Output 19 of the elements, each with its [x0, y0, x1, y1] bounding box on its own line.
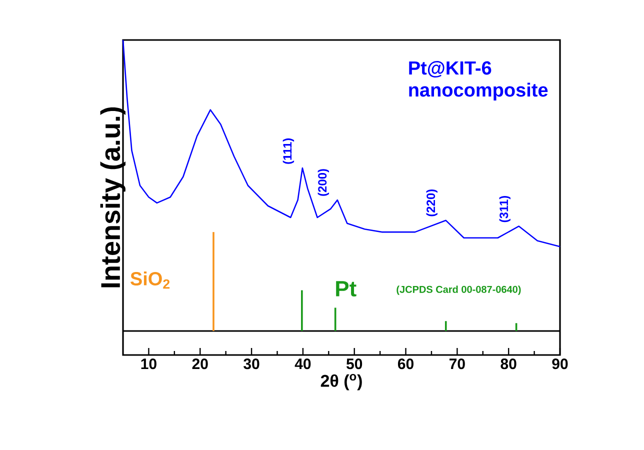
- x-tick-label: 90: [552, 358, 568, 370]
- annotation: (JCPDS Card 00-087-0640): [396, 286, 521, 295]
- x-tick-label: 70: [449, 358, 465, 370]
- x-tick-label: 80: [500, 358, 516, 370]
- annotation: (200): [318, 169, 329, 196]
- x-tick-label: 20: [192, 358, 208, 370]
- y-axis-title: Intensity (a.u.): [100, 107, 126, 288]
- x-axis-title: 2θ ($^{o}$): [320, 374, 362, 390]
- annotation: (220): [426, 189, 438, 216]
- x-tick-label: 50: [346, 358, 362, 370]
- x-tick-label: 30: [244, 358, 260, 370]
- annotation: (111): [282, 138, 294, 164]
- x-tick-label: 10: [141, 358, 156, 370]
- text: SiO$_{2}$: [130, 272, 170, 289]
- annotation: (311): [499, 196, 510, 222]
- x-tick-label: 60: [398, 358, 414, 370]
- text: Pt@KIT-6 nanocomposite: [409, 61, 548, 100]
- x-tick-label: 40: [294, 358, 311, 370]
- series-label: Pt: [336, 281, 356, 296]
